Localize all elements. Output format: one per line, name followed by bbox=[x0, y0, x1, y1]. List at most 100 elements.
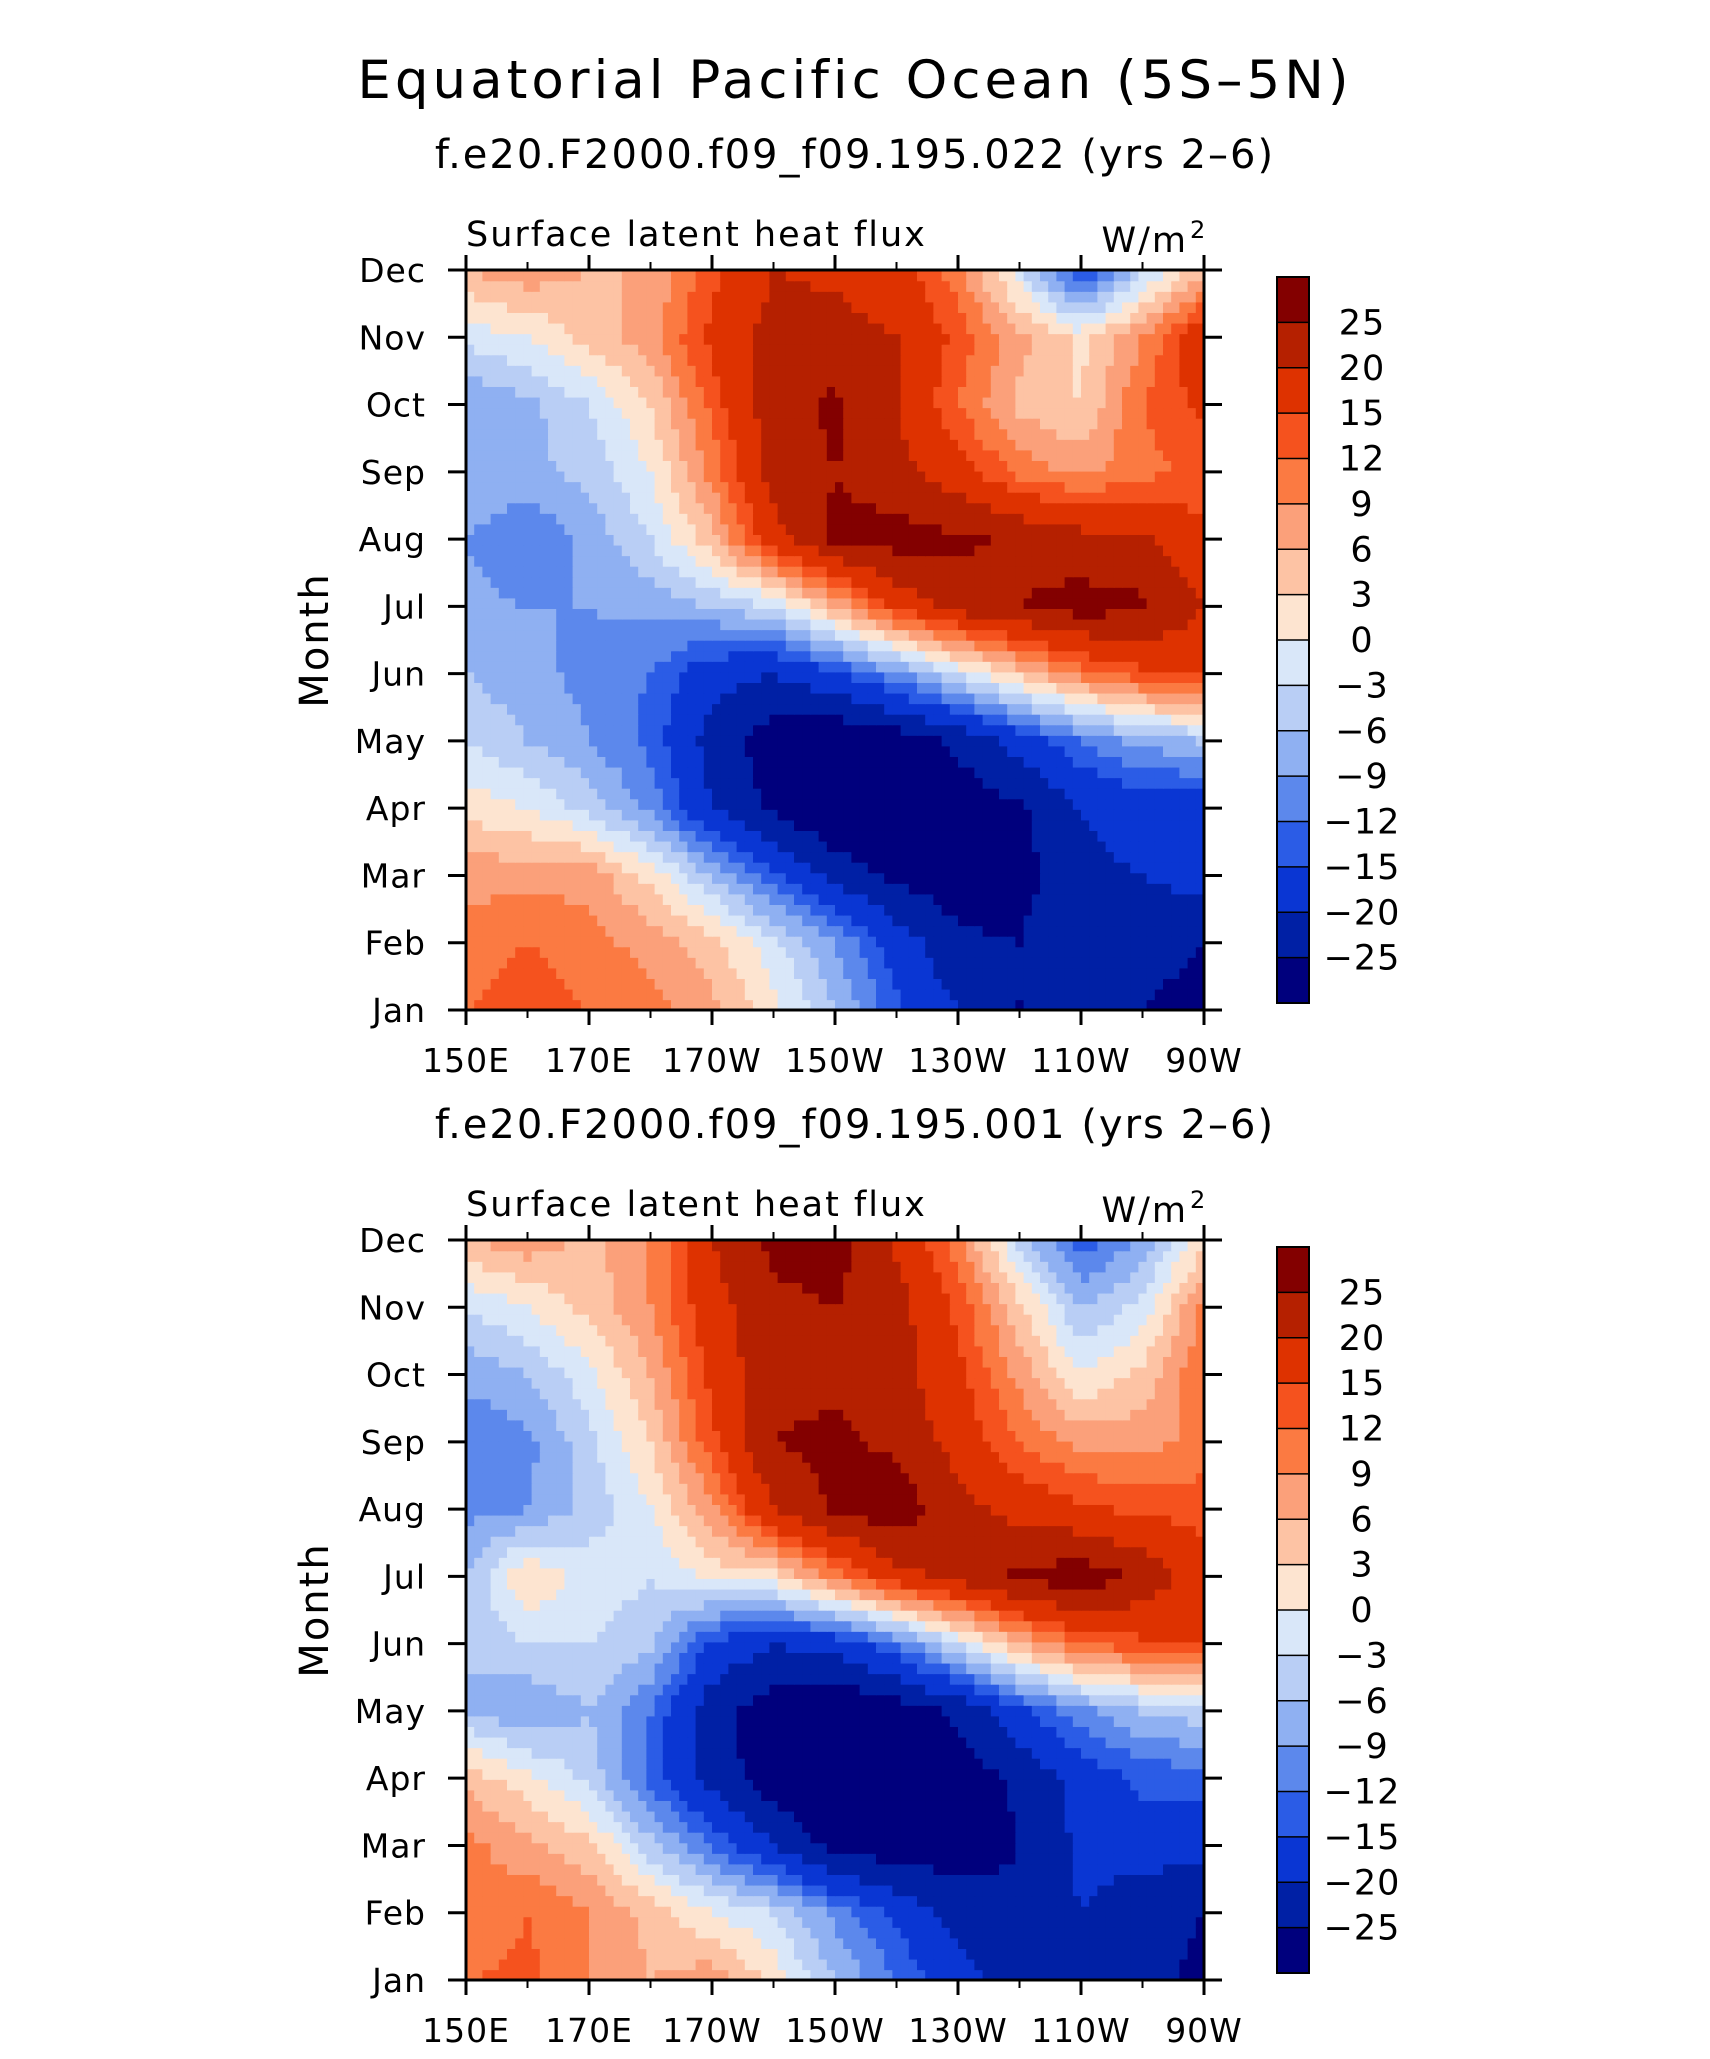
heatmap-cell bbox=[589, 798, 598, 810]
heatmap-cell bbox=[925, 862, 935, 874]
heatmap-cell bbox=[1171, 428, 1181, 440]
heatmap-cell bbox=[695, 449, 705, 461]
heatmap-cell bbox=[515, 492, 525, 504]
heatmap-cell bbox=[490, 946, 500, 958]
heatmap-cell bbox=[974, 576, 984, 588]
heatmap-cell bbox=[720, 766, 730, 779]
heatmap-cell bbox=[703, 745, 713, 757]
heatmap-cell bbox=[613, 893, 623, 905]
heatmap-cell bbox=[548, 629, 557, 641]
heatmap-cell bbox=[867, 492, 877, 504]
heatmap-cell bbox=[826, 978, 836, 990]
heatmap-cell bbox=[531, 978, 541, 990]
heatmap-cell bbox=[638, 544, 648, 557]
heatmap-cell bbox=[900, 745, 910, 757]
heatmap-cell bbox=[613, 428, 623, 440]
heatmap-cell bbox=[482, 618, 492, 631]
heatmap-cell bbox=[728, 481, 738, 493]
heatmap-cell bbox=[892, 714, 902, 726]
heatmap-cell bbox=[1179, 978, 1189, 990]
heatmap-cell bbox=[1031, 629, 1041, 641]
heatmap-cell bbox=[646, 682, 656, 694]
heatmap-cell bbox=[884, 830, 894, 842]
heatmap-cell bbox=[1146, 946, 1156, 958]
heatmap-cell bbox=[1056, 904, 1066, 916]
heatmap-cell bbox=[966, 692, 976, 705]
heatmap-cell bbox=[867, 608, 877, 620]
heatmap-cell bbox=[1040, 883, 1049, 895]
heatmap-cell bbox=[564, 946, 574, 958]
heatmap-cell bbox=[949, 957, 959, 969]
heatmap-cell bbox=[859, 756, 869, 768]
heatmap-cell bbox=[1138, 745, 1148, 757]
heatmap-cell bbox=[761, 682, 771, 694]
heatmap-cell bbox=[900, 523, 910, 535]
heatmap-cell bbox=[679, 946, 689, 958]
heatmap-cell bbox=[1064, 893, 1074, 905]
heatmap-cell bbox=[974, 534, 984, 546]
heatmap-cell bbox=[1195, 555, 1205, 567]
heatmap-cell bbox=[605, 914, 615, 927]
heatmap-cell bbox=[966, 640, 976, 652]
heatmap-cell bbox=[1105, 988, 1115, 1001]
heatmap-cell bbox=[769, 914, 779, 927]
heatmap-cell bbox=[712, 428, 721, 440]
heatmap-cell bbox=[712, 682, 721, 694]
heatmap-cell bbox=[515, 777, 525, 789]
heatmap-cell bbox=[1195, 893, 1205, 905]
heatmap-cell bbox=[1007, 460, 1017, 472]
heatmap-cell bbox=[1105, 439, 1115, 451]
heatmap-cell bbox=[1056, 988, 1066, 1001]
heatmap-cell bbox=[785, 893, 795, 905]
heatmap-cell bbox=[1048, 502, 1058, 514]
heatmap-cell bbox=[1195, 714, 1205, 726]
heatmap-cell bbox=[572, 650, 582, 662]
heatmap-cell bbox=[662, 492, 672, 504]
heatmap-cell bbox=[1023, 566, 1033, 578]
heatmap-cell bbox=[654, 809, 664, 821]
heatmap-cell bbox=[810, 703, 820, 715]
heatmap-cell bbox=[933, 682, 943, 694]
heatmap-cell bbox=[1163, 502, 1172, 514]
heatmap-cell bbox=[761, 428, 771, 440]
heatmap-cell bbox=[507, 851, 516, 863]
heatmap-cell bbox=[1072, 502, 1082, 514]
heatmap-cell bbox=[1023, 629, 1033, 641]
heatmap-cell bbox=[1072, 798, 1082, 810]
heatmap-cell bbox=[474, 788, 484, 800]
heatmap-cell bbox=[1195, 999, 1205, 1011]
heatmap-cell bbox=[1007, 470, 1017, 483]
heatmap-cell bbox=[613, 502, 623, 514]
heatmap-cell bbox=[466, 682, 475, 694]
heatmap-cell bbox=[1040, 756, 1049, 768]
heatmap-cell bbox=[1007, 988, 1017, 1001]
heatmap-cell bbox=[826, 735, 836, 747]
heatmap-cell bbox=[556, 957, 566, 969]
heatmap-cell bbox=[1072, 777, 1082, 789]
heatmap-cell bbox=[646, 460, 656, 472]
heatmap-cell bbox=[1171, 692, 1181, 705]
heatmap-cell bbox=[999, 703, 1008, 715]
heatmap-cell bbox=[580, 534, 590, 546]
heatmap-cell bbox=[597, 481, 607, 493]
heatmap-cell bbox=[1171, 936, 1181, 948]
heatmap-cell bbox=[892, 766, 902, 779]
heatmap-cell bbox=[1056, 798, 1066, 810]
heatmap-cell bbox=[580, 470, 590, 483]
heatmap-cell bbox=[990, 925, 1000, 937]
heatmap-cell bbox=[1072, 534, 1082, 546]
heatmap-cell bbox=[482, 439, 492, 451]
heatmap-cell bbox=[802, 957, 812, 969]
heatmap-cell bbox=[679, 418, 689, 430]
heatmap-cell bbox=[580, 714, 590, 726]
heatmap-cell bbox=[654, 470, 664, 483]
heatmap-cell bbox=[1007, 608, 1017, 620]
heatmap-cell bbox=[507, 428, 516, 440]
heatmap-cell bbox=[843, 544, 853, 557]
heatmap-cell bbox=[1048, 682, 1058, 694]
heatmap-cell bbox=[835, 523, 844, 535]
heatmap-cell bbox=[580, 502, 590, 514]
heatmap-cell bbox=[572, 925, 582, 937]
heatmap-cell bbox=[974, 788, 984, 800]
heatmap-cell bbox=[474, 650, 484, 662]
